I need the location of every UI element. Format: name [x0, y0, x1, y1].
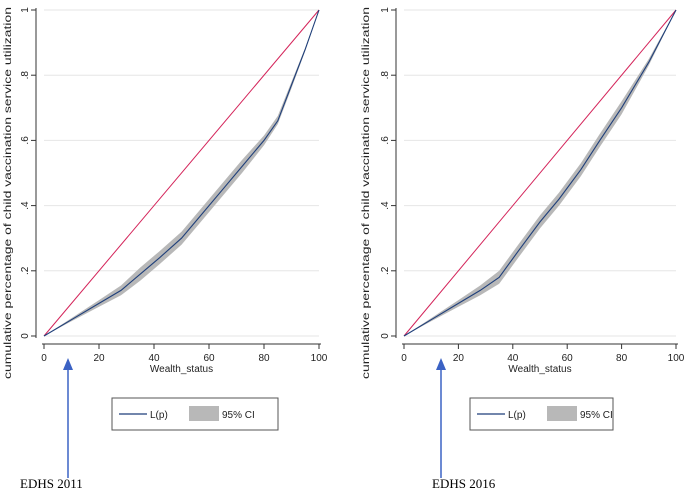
legend-label-ci: 95% CI — [222, 410, 255, 421]
y-tick-label: .8 — [380, 71, 391, 80]
y-tick-label: .6 — [20, 136, 31, 145]
y-tick-label: .4 — [20, 201, 31, 210]
y-tick-label: .4 — [380, 201, 391, 210]
chart-panel-1: 0 20 40 60 80 100 0 .2 .4 .6 .8 1 Wealth_status cumul… — [3, 7, 328, 491]
x-tick-label: 0 — [401, 353, 407, 364]
legend-label-lp: L(p) — [508, 410, 526, 421]
legend: L(p) 95% CI — [111, 397, 279, 431]
x-tick-label: 20 — [93, 353, 105, 364]
arrow-head-icon — [436, 358, 446, 370]
legend: L(p) 95% CI — [469, 397, 614, 431]
y-tick-label: 1 — [20, 7, 31, 13]
x-tick-label: 80 — [616, 353, 628, 364]
legend-ci-swatch — [189, 406, 219, 421]
legend-label-lp: L(p) — [150, 410, 168, 421]
x-tick-label: 20 — [453, 353, 465, 364]
equality-line — [43, 9, 320, 337]
y-tick-label: .2 — [380, 266, 391, 275]
x-tick-label: 40 — [148, 353, 160, 364]
x-axis-title: Wealth_status — [508, 364, 571, 375]
equality-line — [403, 9, 677, 337]
x-tick-label: 60 — [562, 353, 574, 364]
x-tick-label: 100 — [668, 353, 685, 364]
x-tick-label: 100 — [311, 353, 328, 364]
y-tick-label: .6 — [380, 136, 391, 145]
x-tick-label: 0 — [41, 353, 47, 364]
x-axis-title: Wealth_status — [150, 364, 213, 375]
x-tick-label: 80 — [258, 353, 270, 364]
y-tick-label: 0 — [20, 333, 31, 339]
y-axis-title: cumulative percentage of child vaccinati… — [361, 7, 372, 379]
legend-ci-swatch — [547, 406, 577, 421]
chart-panel-2: 0 20 40 60 80 100 0 .2 .4 .6 .8 1 Wealth_status cumul… — [361, 7, 685, 491]
lp-line — [403, 9, 677, 337]
y-tick-label: 1 — [380, 7, 391, 13]
panel-caption: EDHS 2016 — [432, 476, 496, 491]
y-tick-label: .2 — [20, 266, 31, 275]
legend-label-ci: 95% CI — [580, 410, 613, 421]
y-axis-title: cumulative percentage of child vaccinati… — [3, 7, 14, 379]
y-tick-label: .8 — [20, 71, 31, 80]
x-tick-label: 40 — [507, 353, 519, 364]
arrow-head-icon — [63, 358, 73, 370]
lp-line — [43, 9, 320, 337]
legend-box — [469, 397, 614, 431]
panel-caption: EDHS 2011 — [20, 476, 83, 491]
x-tick-label: 60 — [203, 353, 215, 364]
y-tick-label: 0 — [380, 333, 391, 339]
